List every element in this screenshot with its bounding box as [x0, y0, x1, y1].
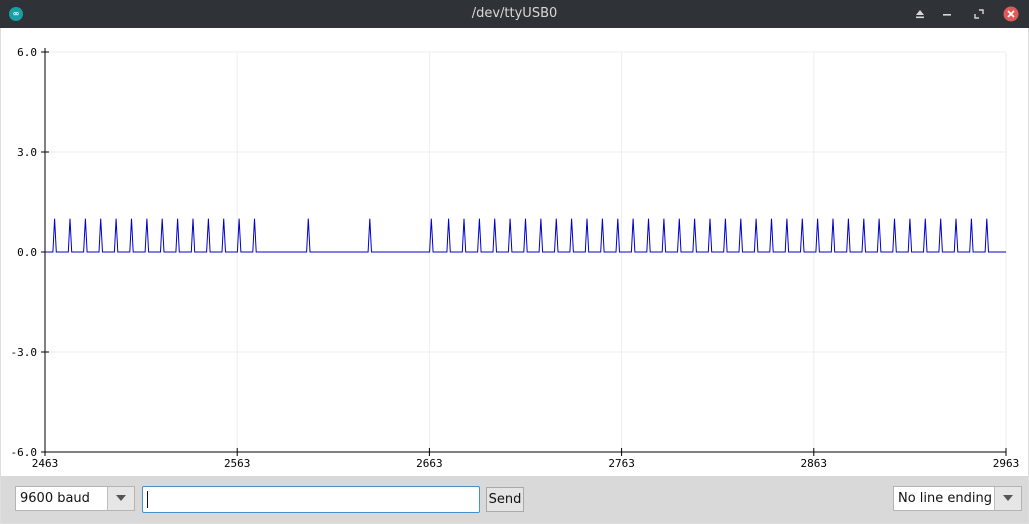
x-tick-label: 2463	[32, 457, 59, 470]
chevron-down-icon[interactable]	[994, 487, 1021, 510]
x-tick-label: 2963	[993, 457, 1020, 470]
line-ending-select[interactable]: No line ending	[893, 486, 1022, 511]
x-tick-label: 2863	[801, 457, 828, 470]
y-tick-label: -3.0	[11, 346, 38, 359]
baud-rate-select[interactable]: 9600 baud	[15, 486, 135, 511]
title-bar: ∞ /dev/ttyUSB0	[0, 0, 1029, 28]
y-tick-label: 6.0	[17, 46, 37, 59]
eject-icon[interactable]	[911, 5, 929, 23]
series-line	[45, 218, 1006, 253]
minimize-icon[interactable]	[938, 5, 956, 23]
chevron-down-icon[interactable]	[107, 487, 134, 510]
send-button[interactable]: Send	[486, 487, 524, 512]
y-tick-label: -6.0	[11, 446, 38, 459]
plot-area: 6.0 3.0 0.0 -3.0 -6.0 2463 2563 2663 2763 2863 296…	[1, 28, 1028, 476]
infinity-icon: ∞	[9, 7, 23, 21]
close-icon[interactable]	[1002, 5, 1020, 23]
window-title: /dev/ttyUSB0	[471, 6, 558, 21]
bottom-toolbar: 9600 baud Send No line ending	[1, 476, 1028, 523]
x-tick-label: 2563	[224, 457, 251, 470]
y-tick-label: 3.0	[17, 146, 37, 159]
serial-send-input[interactable]	[142, 486, 480, 513]
maximize-icon[interactable]	[970, 5, 988, 23]
x-tick-label: 2663	[416, 457, 443, 470]
text-caret	[147, 491, 148, 508]
line-ending-value: No line ending	[898, 491, 992, 506]
y-tick-label: 0.0	[17, 246, 37, 259]
x-tick-label: 2763	[608, 457, 635, 470]
baud-rate-value: 9600 baud	[20, 491, 90, 506]
